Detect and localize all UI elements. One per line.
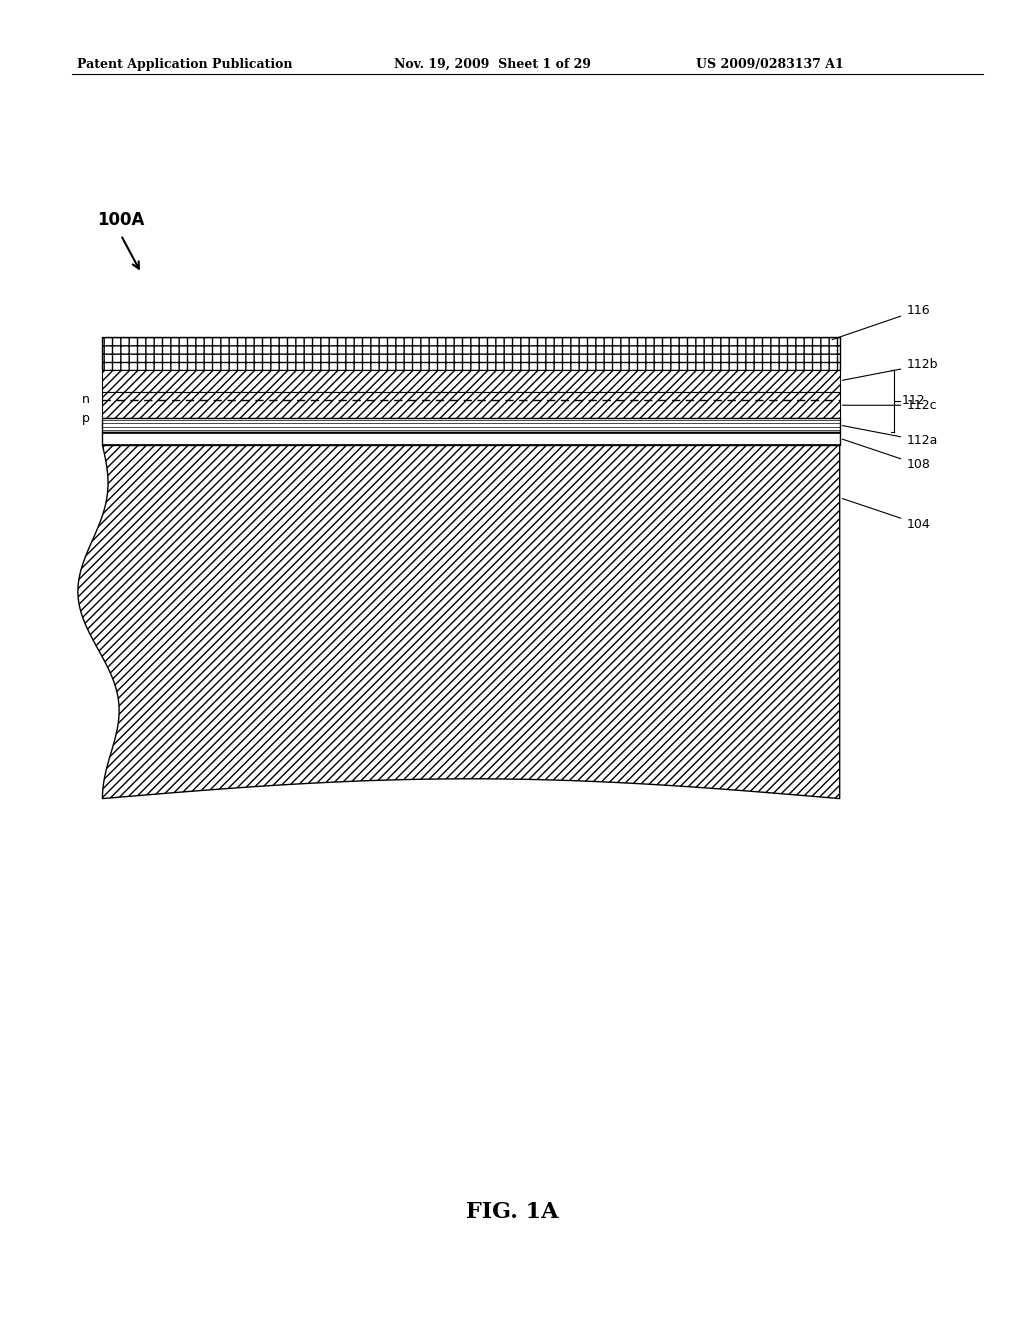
Bar xyxy=(102,392,840,418)
Text: 100A: 100A xyxy=(97,211,144,230)
Text: 108: 108 xyxy=(843,440,930,471)
Text: 104: 104 xyxy=(843,499,930,531)
Text: 112b: 112b xyxy=(843,359,938,380)
Text: FIG. 1A: FIG. 1A xyxy=(466,1201,558,1222)
Text: Nov. 19, 2009  Sheet 1 of 29: Nov. 19, 2009 Sheet 1 of 29 xyxy=(394,58,591,71)
Text: p: p xyxy=(82,412,90,425)
Text: 112a: 112a xyxy=(843,425,938,447)
Polygon shape xyxy=(78,445,840,799)
Bar xyxy=(102,418,840,432)
Text: 116: 116 xyxy=(833,304,930,339)
Bar xyxy=(102,337,840,370)
Bar xyxy=(102,432,840,445)
Text: n: n xyxy=(82,393,90,407)
Text: Patent Application Publication: Patent Application Publication xyxy=(77,58,292,71)
Text: 112: 112 xyxy=(902,395,926,407)
Text: 112c: 112c xyxy=(843,399,937,412)
Text: US 2009/0283137 A1: US 2009/0283137 A1 xyxy=(696,58,844,71)
Bar xyxy=(102,370,840,392)
